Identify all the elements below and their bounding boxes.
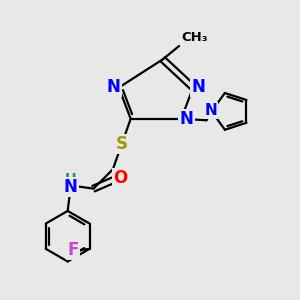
Text: O: O — [113, 169, 127, 187]
Text: H: H — [65, 172, 76, 186]
Text: N: N — [106, 78, 120, 96]
Text: S: S — [116, 135, 128, 153]
Text: CH₃: CH₃ — [182, 31, 208, 44]
Text: N: N — [180, 110, 194, 128]
Text: F: F — [68, 241, 79, 259]
Text: N: N — [64, 178, 78, 196]
Text: N: N — [205, 103, 217, 118]
Text: N: N — [191, 78, 206, 96]
